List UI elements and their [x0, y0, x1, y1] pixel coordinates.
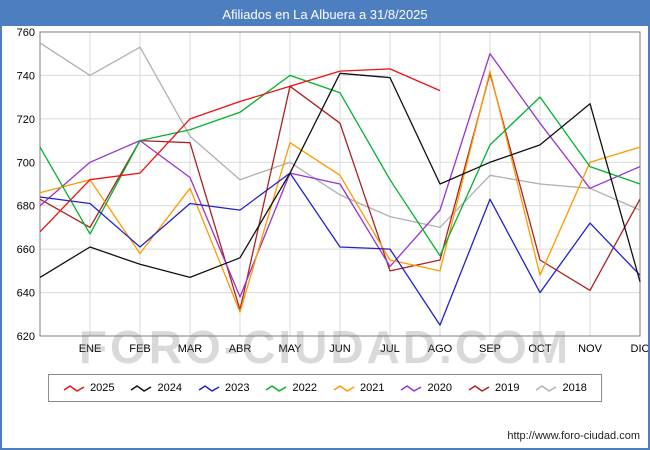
legend-item-2018: 2018 [535, 382, 587, 394]
legend-label: 2023 [225, 382, 250, 394]
svg-text:AGO: AGO [428, 343, 453, 355]
svg-text:760: 760 [17, 27, 35, 39]
legend-line-icon [198, 385, 220, 392]
legend-label: 2018 [562, 382, 587, 394]
svg-text:JUN: JUN [329, 343, 350, 355]
legend-line-icon [266, 385, 287, 392]
legend-line-icon [468, 385, 490, 392]
legend-line-icon [536, 385, 557, 392]
legend-label: 2019 [494, 382, 520, 394]
svg-text:620: 620 [17, 331, 35, 343]
legend-item-2023: 2023 [198, 382, 250, 394]
svg-text:JUL: JUL [380, 343, 400, 355]
legend-label: 2022 [292, 382, 317, 394]
svg-text:680: 680 [17, 201, 35, 213]
legend-label: 2024 [157, 382, 183, 394]
svg-text:OCT: OCT [528, 343, 552, 355]
svg-text:700: 700 [17, 157, 35, 169]
svg-text:640: 640 [17, 288, 35, 300]
svg-text:NOV: NOV [578, 343, 603, 355]
legend-item-2025: 2025 [63, 382, 115, 394]
svg-text:DIC: DIC [631, 343, 648, 355]
legend-label: 2025 [90, 382, 115, 394]
svg-text:660: 660 [17, 244, 35, 256]
legend-item-2021: 2021 [333, 382, 384, 394]
legend-label: 2020 [427, 382, 452, 394]
legend: 2025 2024 2023 2022 2021 2020 2019 2018 [48, 374, 602, 402]
svg-text:MAY: MAY [278, 343, 302, 355]
chart-area: 620 640 660 680 700 720 740 760 ENE FEB MAR ABR MAY J… [2, 26, 648, 362]
page-title: Afiliados en La Albuera a 31/8/2025 [222, 6, 428, 22]
legend-label: 2021 [360, 382, 385, 394]
svg-text:SEP: SEP [479, 343, 501, 355]
legend-item-2024: 2024 [131, 382, 182, 394]
svg-text:FEB: FEB [129, 343, 150, 355]
svg-text:ENE: ENE [79, 343, 102, 355]
footer-url-link[interactable]: http://www.foro-ciudad.com [507, 430, 640, 442]
svg-text:MAR: MAR [178, 343, 203, 355]
legend-line-icon [333, 385, 355, 392]
legend-line-icon [63, 385, 85, 392]
legend-item-2020: 2020 [400, 382, 452, 394]
legend-line-icon [401, 385, 422, 392]
legend-line-icon [131, 385, 152, 392]
legend-item-2022: 2022 [266, 382, 317, 394]
svg-text:740: 740 [17, 70, 35, 82]
title-bar: Afiliados en La Albuera a 31/8/2025 [2, 2, 648, 26]
chart-svg: 620 640 660 680 700 720 740 760 ENE FEB MAR ABR MAY J… [17, 27, 648, 355]
svg-text:ABR: ABR [229, 343, 252, 355]
svg-text:720: 720 [17, 114, 35, 126]
legend-item-2019: 2019 [468, 382, 519, 394]
